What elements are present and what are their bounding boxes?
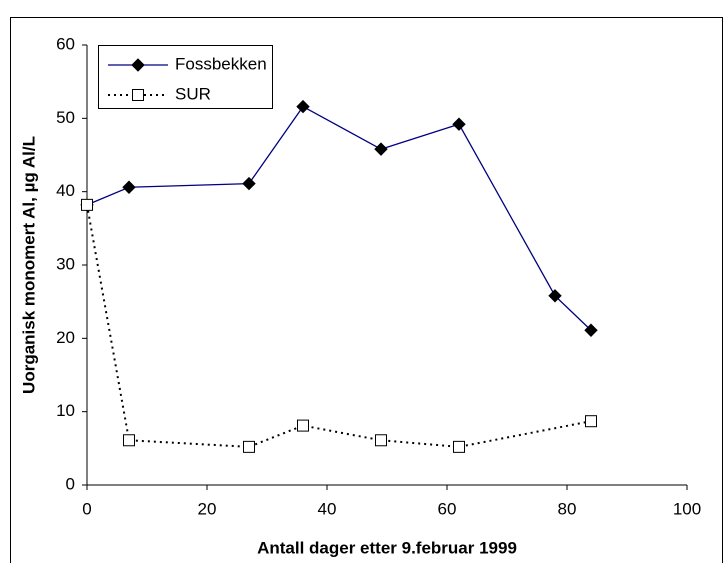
y-tick-label: 30	[56, 254, 75, 273]
marker	[132, 89, 144, 101]
series-line	[86, 204, 592, 448]
y-tick-label: 10	[56, 401, 75, 420]
y-axis-title: Uorganisk monomert Al, µg Al/L	[19, 136, 38, 394]
y-tick-label: 60	[56, 34, 75, 53]
marker	[297, 419, 309, 432]
marker	[584, 323, 598, 337]
y-tick-label: 50	[56, 108, 75, 127]
marker	[585, 415, 597, 428]
x-tick-label: 60	[438, 499, 457, 518]
y-tick-label: 40	[56, 181, 75, 200]
legend-label: Fossbekken	[175, 54, 267, 73]
marker	[452, 117, 466, 131]
marker	[453, 440, 465, 453]
marker	[375, 434, 387, 447]
legend-label: SUR	[175, 84, 211, 103]
legend-box	[98, 45, 273, 109]
y-tick-label: 0	[66, 474, 75, 493]
x-tick-label: 0	[82, 499, 91, 518]
x-tick-label: 80	[558, 499, 577, 518]
marker	[548, 289, 562, 303]
x-tick-label: 40	[318, 499, 337, 518]
marker	[296, 99, 310, 114]
series-line	[86, 105, 592, 331]
x-tick-label: 100	[673, 499, 701, 518]
x-axis-title: Antall dager etter 9.februar 1999	[257, 538, 517, 557]
marker	[131, 58, 145, 72]
marker	[81, 198, 93, 211]
marker	[374, 142, 388, 156]
marker	[122, 180, 136, 194]
marker	[243, 440, 255, 453]
marker	[123, 434, 135, 447]
x-tick-label: 20	[198, 499, 217, 518]
marker	[242, 176, 256, 191]
y-tick-label: 20	[56, 328, 75, 347]
